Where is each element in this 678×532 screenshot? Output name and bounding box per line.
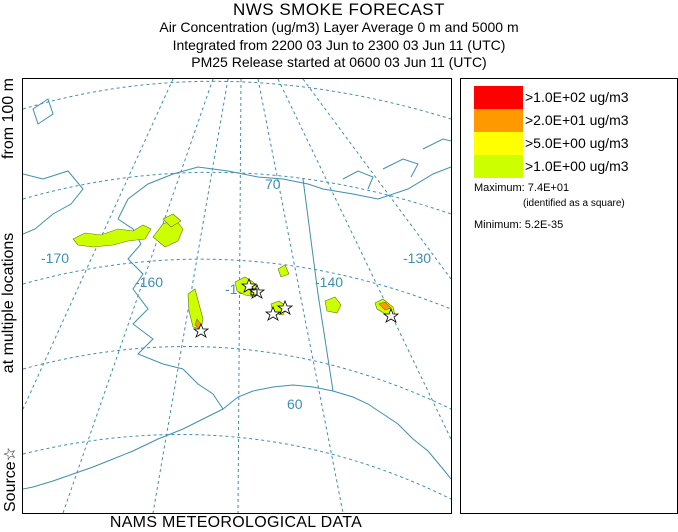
source-star-6 xyxy=(382,307,400,323)
source-side-label: Source☆ at multiple locations from 100 m xyxy=(0,78,20,512)
lon-line-150 xyxy=(237,79,242,513)
plume-south-west xyxy=(187,288,204,330)
coast-chukotka xyxy=(23,170,84,235)
integration-period: Integrated from 2200 03 Jun to 2300 03 J… xyxy=(172,37,506,53)
coast-canada-islands xyxy=(342,138,451,190)
legend-label-gt-5e0: >5.0E+00 ug/m3 xyxy=(525,135,629,151)
lat-line-70 xyxy=(23,171,451,215)
minimum-label: Minimum: 5.2E-35 xyxy=(474,219,564,231)
lat-line-55 xyxy=(23,433,451,500)
lat-line-60 xyxy=(23,346,451,410)
legend-swatch-gt-5e0 xyxy=(474,132,523,155)
lon-label-140: -140 xyxy=(315,274,343,290)
lat-line-75 xyxy=(23,80,451,120)
side-label-locations: at multiple locations xyxy=(0,232,17,374)
legend-label-gt-1e2: >1.0E+02 ug/m3 xyxy=(525,89,629,105)
plume-central-west xyxy=(152,218,184,248)
coastlines xyxy=(23,98,451,490)
maximum-square-marker xyxy=(250,288,258,296)
release-info: PM25 Release started at 0600 03 Jun 11 (… xyxy=(191,54,487,70)
coast-north xyxy=(32,98,54,125)
plume-west xyxy=(72,224,152,248)
latitude-grid xyxy=(23,80,451,500)
legend-label-gt-2e1: >2.0E+01 ug/m3 xyxy=(525,112,629,128)
lat-line-65 xyxy=(23,258,451,310)
source-star-4 xyxy=(264,305,282,321)
lon-line-140 xyxy=(257,79,344,513)
plume-east xyxy=(324,296,342,314)
maximum-note: (identified as a square) xyxy=(523,198,625,209)
lat-label-70: 70 xyxy=(265,176,281,192)
canada-border xyxy=(302,178,334,392)
lon-label-160: -160 xyxy=(135,274,163,290)
lon-line-160 xyxy=(152,79,229,513)
coast-alaska-west xyxy=(117,218,184,370)
side-label-height: from 100 m xyxy=(0,78,17,159)
lat-label-60: 60 xyxy=(287,396,303,412)
plume-central-west-2 xyxy=(162,213,182,228)
lon-line-130 xyxy=(277,79,451,440)
coast-alaska-north xyxy=(117,166,451,220)
coast-alaska-south xyxy=(23,368,224,490)
smoke-map: -170 -160 -150 -140 -130 70 60 xyxy=(23,79,451,513)
source-star-5 xyxy=(276,299,294,315)
coast-gulf xyxy=(222,384,451,480)
map-panel: -170 -160 -150 -140 -130 70 60 xyxy=(22,78,452,514)
side-label-source: Source☆ xyxy=(2,446,19,512)
source-star-1 xyxy=(192,322,210,338)
chart-title: NWS SMOKE FORECAST xyxy=(232,0,446,19)
maximum-label: Maximum: 7.4E+01 xyxy=(474,182,570,194)
smoke-plumes xyxy=(72,213,396,330)
lon-line-120 xyxy=(302,79,451,280)
footer-data-source: NAMS METEOROLOGICAL DATA xyxy=(109,514,363,531)
legend-panel: >1.0E+02 ug/m3 >2.0E+01 ug/m3 >5.0E+00 u… xyxy=(460,78,678,514)
legend-label-gt-1e0: >1.0E+00 ug/m3 xyxy=(525,158,629,174)
chart-subtitle: Air Concentration (ug/m3) Layer Average … xyxy=(159,19,519,35)
lon-label-130: -130 xyxy=(403,250,431,266)
legend-swatch-gt-2e1 xyxy=(474,109,523,132)
legend-swatch-gt-1e0 xyxy=(474,155,523,178)
plume-center-north xyxy=(277,264,290,278)
lon-label-170: -170 xyxy=(41,250,69,266)
legend-swatch-gt-1e2 xyxy=(474,86,523,109)
